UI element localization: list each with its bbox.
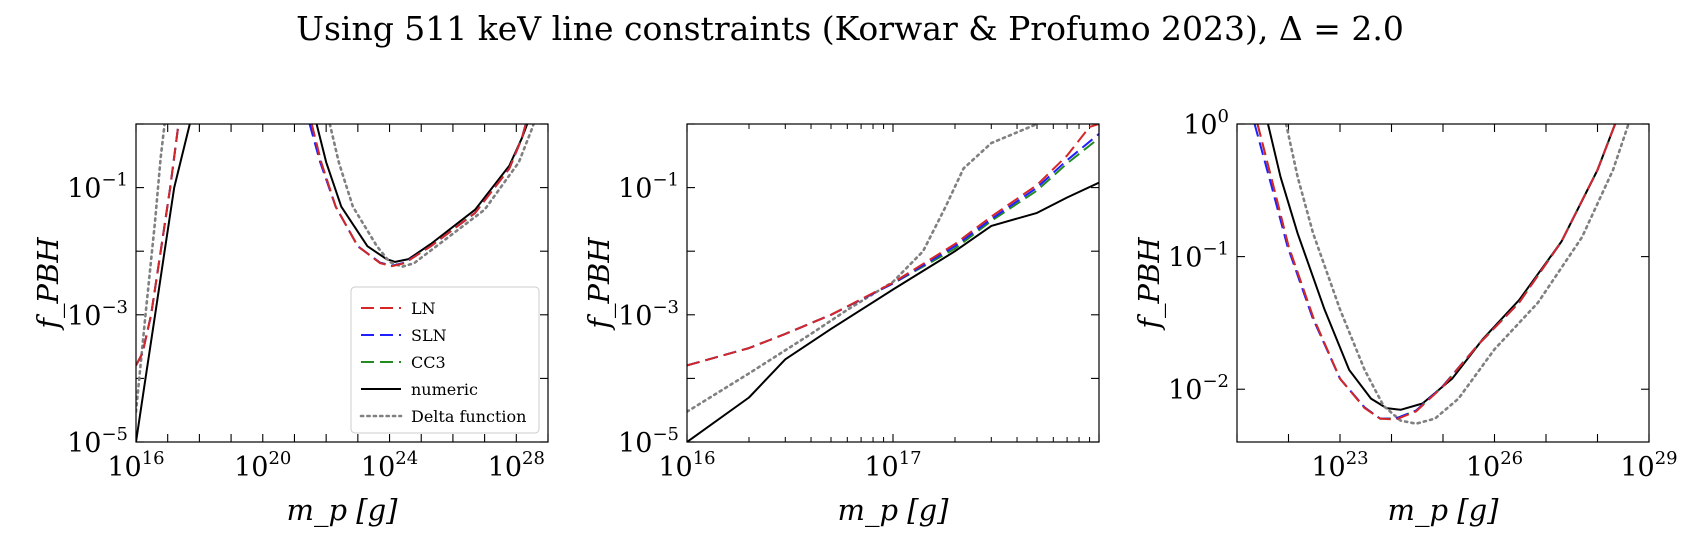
series-line-numeric	[687, 181, 1099, 442]
panels: 1016 1020 1024 1028 10−5 10−3 10−1 m_p [g] f_PBH…	[31, 106, 1678, 528]
axes-frame	[135, 123, 549, 443]
x-axis-label: m_p [g]	[287, 493, 399, 528]
y-tick-label: 10−1	[1168, 239, 1229, 274]
legend-label: CC3	[411, 353, 446, 372]
y-tick-label: 10−3	[67, 297, 128, 332]
series-line-ln	[687, 124, 1099, 367]
legend-label: Delta function	[411, 407, 526, 426]
series-line-cc3	[136, 124, 180, 366]
legend-box	[350, 286, 540, 434]
legend: LN SLN CC3 numeric Delta function	[350, 286, 540, 434]
minor-ticks	[1236, 123, 1650, 442]
y-tick-label: 10−5	[618, 424, 679, 459]
series-line-delta-function	[136, 124, 166, 413]
x-axis-label: m_p [g]	[838, 493, 950, 528]
subplot-2: 1016 1017 10−5 10−3 10−1 m_p [g] f_PBH	[582, 123, 1100, 528]
subplot-1: 1016 1020 1024 1028 10−5 10−3 10−1 m_p [g] f_PBH…	[31, 123, 549, 528]
y-tick-label: 100	[1183, 106, 1229, 141]
series-line-ln	[136, 124, 180, 366]
series-line-sln	[308, 124, 527, 267]
series-group	[136, 124, 535, 442]
series-line-delta-function	[328, 124, 535, 268]
axes-frame	[1236, 123, 1650, 443]
x-tick-label: 1020	[234, 448, 291, 483]
x-tick-label: 1024	[361, 448, 418, 483]
x-tick-label: 1016	[107, 448, 164, 483]
x-tick-label: 1017	[864, 448, 921, 483]
series-line-sln	[136, 124, 180, 366]
y-tick-label: 10−3	[618, 297, 679, 332]
series-line-ln	[1256, 124, 1617, 421]
legend-label: numeric	[411, 380, 478, 399]
series-line-delta-function	[1284, 124, 1630, 425]
legend-label: SLN	[411, 326, 447, 345]
series-line-sln	[687, 133, 1099, 367]
y-tick-label: 10−2	[1168, 371, 1229, 406]
x-tick-label: 1029	[1620, 448, 1677, 483]
x-tick-label: 1028	[488, 448, 545, 483]
legend-label: LN	[411, 299, 436, 318]
x-axis-label: m_p [g]	[1388, 493, 1500, 528]
series-line-cc3	[310, 124, 527, 267]
figure-title: Using 511 keV line constraints (Korwar &…	[296, 9, 1404, 48]
series-line-delta-function	[687, 124, 1039, 413]
y-axis-label: f_PBH	[31, 237, 66, 331]
series-group	[687, 124, 1099, 442]
series-group	[1253, 124, 1630, 425]
x-tick-label: 1016	[658, 448, 715, 483]
axes-frame	[686, 123, 1100, 443]
series-line-sln	[1253, 124, 1617, 420]
y-axis-label: f_PBH	[1132, 237, 1167, 331]
series-line-numeric	[136, 124, 191, 442]
series-line-ln	[310, 124, 527, 268]
y-tick-label: 10−5	[67, 424, 128, 459]
x-tick-label: 1026	[1466, 448, 1523, 483]
y-axis-label: f_PBH	[582, 237, 617, 331]
y-tick-label: 10−1	[618, 170, 679, 205]
subplot-3: 1023 1026 1029 10−2 10−1 100 m_p [g] f_PBH	[1132, 106, 1678, 528]
x-tick-label: 1023	[1311, 448, 1368, 483]
y-tick-label: 10−1	[67, 170, 128, 205]
series-line-cc3	[687, 137, 1099, 367]
